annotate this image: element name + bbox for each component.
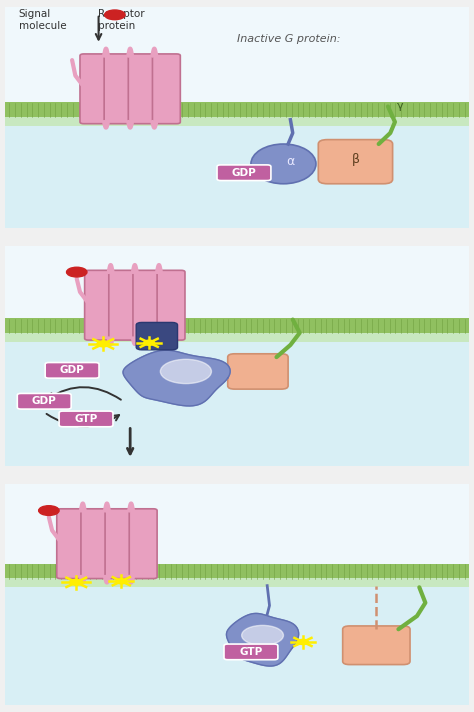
Circle shape xyxy=(242,625,283,645)
FancyBboxPatch shape xyxy=(5,117,469,126)
Circle shape xyxy=(298,639,309,644)
Text: GDP: GDP xyxy=(32,397,56,407)
FancyBboxPatch shape xyxy=(5,579,469,705)
Circle shape xyxy=(66,267,87,277)
FancyBboxPatch shape xyxy=(85,271,112,340)
Text: GDP: GDP xyxy=(232,168,256,178)
Text: β: β xyxy=(351,153,359,166)
FancyBboxPatch shape xyxy=(5,246,469,334)
Circle shape xyxy=(39,506,59,515)
Text: Receptor
protein: Receptor protein xyxy=(98,9,144,31)
Ellipse shape xyxy=(251,144,316,184)
FancyBboxPatch shape xyxy=(157,271,185,340)
FancyBboxPatch shape xyxy=(59,411,113,426)
Text: GDP: GDP xyxy=(60,365,84,375)
FancyBboxPatch shape xyxy=(153,54,180,124)
Text: γ: γ xyxy=(397,102,404,112)
FancyBboxPatch shape xyxy=(129,509,157,579)
Circle shape xyxy=(116,579,127,584)
FancyBboxPatch shape xyxy=(5,318,469,334)
FancyBboxPatch shape xyxy=(5,117,469,228)
FancyBboxPatch shape xyxy=(5,484,469,579)
FancyBboxPatch shape xyxy=(17,394,71,409)
FancyBboxPatch shape xyxy=(136,323,178,350)
FancyBboxPatch shape xyxy=(5,578,469,587)
FancyBboxPatch shape xyxy=(224,644,278,660)
Text: Inactive G protein:: Inactive G protein: xyxy=(237,33,340,43)
FancyBboxPatch shape xyxy=(109,271,137,340)
FancyBboxPatch shape xyxy=(104,54,132,124)
Circle shape xyxy=(70,580,82,585)
Polygon shape xyxy=(227,614,299,666)
FancyBboxPatch shape xyxy=(5,334,469,466)
FancyBboxPatch shape xyxy=(57,509,85,579)
FancyBboxPatch shape xyxy=(319,140,392,184)
FancyBboxPatch shape xyxy=(81,509,109,579)
FancyBboxPatch shape xyxy=(228,354,288,389)
Text: GTP: GTP xyxy=(239,647,263,657)
FancyBboxPatch shape xyxy=(105,509,133,579)
FancyBboxPatch shape xyxy=(5,564,469,579)
FancyBboxPatch shape xyxy=(133,271,161,340)
FancyBboxPatch shape xyxy=(128,54,156,124)
Circle shape xyxy=(144,340,155,345)
FancyBboxPatch shape xyxy=(5,333,469,342)
Text: GTP: GTP xyxy=(74,414,98,424)
Circle shape xyxy=(105,10,125,20)
FancyBboxPatch shape xyxy=(217,165,271,181)
Circle shape xyxy=(97,341,109,347)
FancyBboxPatch shape xyxy=(5,7,469,117)
FancyBboxPatch shape xyxy=(80,54,108,124)
Polygon shape xyxy=(123,350,230,406)
FancyBboxPatch shape xyxy=(343,626,410,664)
Circle shape xyxy=(160,360,211,384)
FancyBboxPatch shape xyxy=(5,102,469,117)
FancyBboxPatch shape xyxy=(45,362,99,378)
Text: Signal
molecule: Signal molecule xyxy=(18,9,66,31)
Text: α: α xyxy=(286,155,294,168)
